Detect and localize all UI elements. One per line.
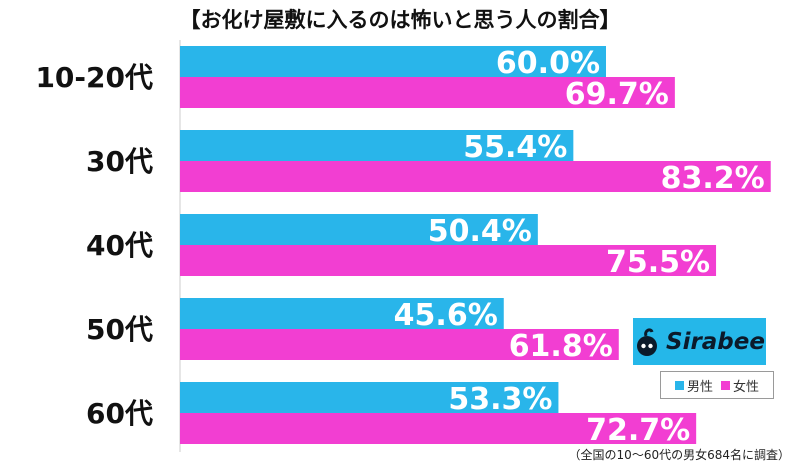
data-label: 83.2% — [661, 161, 765, 196]
category-label: 10-20代 — [35, 61, 153, 94]
bar-male — [180, 382, 559, 413]
legend-swatch-female — [721, 380, 730, 390]
logo-text: Sirabee — [666, 328, 765, 355]
category-label: 60代 — [86, 397, 153, 430]
source-note: （全国の10〜60代の男女684名に調査） — [568, 448, 790, 462]
legend-swatch-male — [674, 380, 684, 390]
bar-male — [180, 46, 606, 77]
data-label: 50.4% — [428, 214, 532, 249]
data-label: 53.3% — [448, 382, 552, 417]
bar-female — [180, 413, 697, 444]
data-label: 72.7% — [586, 413, 690, 448]
data-label: 60.0% — [496, 46, 600, 81]
legend-label-male: 男性 — [686, 379, 713, 395]
bar-female — [180, 161, 771, 192]
legend-label-female: 女性 — [733, 379, 760, 395]
data-label: 75.5% — [606, 245, 710, 280]
legend-item-female: 女性 — [721, 376, 759, 395]
bar-male — [180, 298, 504, 329]
category-label: 50代 — [86, 313, 153, 346]
data-label: 61.8% — [509, 329, 613, 364]
legend-item-male: 男性 — [674, 376, 713, 395]
bar-female — [180, 245, 717, 276]
chart-title: 【お化け屋敷に入るのは怖いと思う人の割合】 — [179, 8, 621, 32]
category-label: 30代 — [86, 145, 153, 178]
bar-male — [180, 130, 574, 161]
sirabee-mascot-icon — [637, 327, 657, 356]
data-label: 55.4% — [463, 130, 567, 165]
bar-female — [180, 77, 675, 108]
data-label: 45.6% — [394, 298, 498, 333]
bar-female — [180, 329, 619, 360]
bar-male — [180, 214, 538, 245]
data-label: 69.7% — [565, 77, 669, 112]
legend: 男性 女性 — [660, 371, 774, 399]
sirabee-logo: Sirabee — [633, 318, 766, 365]
category-label: 40代 — [86, 229, 153, 262]
